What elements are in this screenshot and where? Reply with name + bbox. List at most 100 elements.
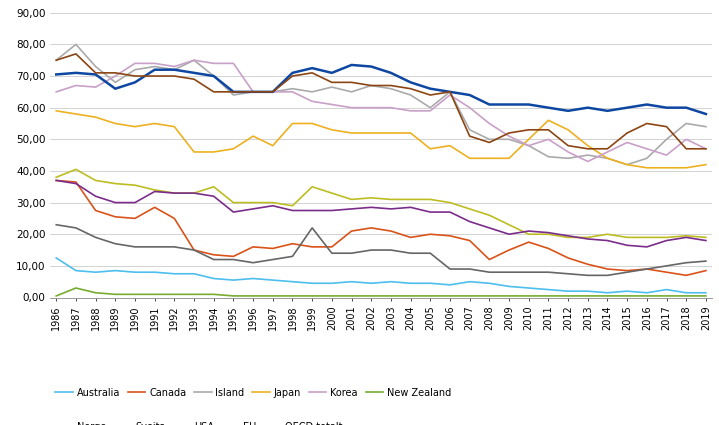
USA — [662, 264, 671, 269]
Japan — [505, 156, 513, 161]
New Zealand — [209, 292, 218, 297]
Korea — [91, 85, 100, 90]
Korea — [52, 89, 60, 94]
EU — [564, 235, 572, 240]
Korea — [702, 146, 710, 151]
EU — [485, 212, 494, 218]
Norge — [209, 74, 218, 79]
Canada — [603, 266, 612, 272]
Japan — [190, 150, 198, 155]
Norge — [387, 70, 395, 75]
New Zealand — [229, 293, 238, 298]
Sveits — [524, 127, 533, 132]
Korea — [662, 153, 671, 158]
Norge — [367, 64, 375, 69]
Island — [150, 64, 159, 69]
EU — [524, 232, 533, 237]
Japan — [406, 130, 415, 136]
OECD totalt — [268, 203, 277, 208]
Line: Japan: Japan — [56, 111, 706, 168]
OECD totalt — [544, 230, 553, 235]
New Zealand — [170, 292, 179, 297]
New Zealand — [584, 293, 592, 298]
USA — [308, 225, 316, 230]
Canada — [465, 238, 474, 243]
Japan — [328, 127, 336, 132]
Norge — [702, 111, 710, 116]
Canada — [170, 216, 179, 221]
Japan — [465, 156, 474, 161]
Sveits — [52, 58, 60, 63]
USA — [643, 266, 651, 272]
Australia — [131, 269, 139, 275]
USA — [623, 269, 631, 275]
Japan — [485, 156, 494, 161]
OECD totalt — [367, 205, 375, 210]
Japan — [662, 165, 671, 170]
Australia — [662, 287, 671, 292]
Japan — [544, 118, 553, 123]
Norge — [52, 72, 60, 77]
Canada — [190, 247, 198, 252]
Canada — [662, 269, 671, 275]
Australia — [426, 280, 434, 286]
USA — [229, 257, 238, 262]
OECD totalt — [249, 207, 257, 212]
Korea — [209, 61, 218, 66]
Canada — [72, 179, 81, 184]
Canada — [387, 229, 395, 234]
USA — [52, 222, 60, 227]
Japan — [702, 162, 710, 167]
OECD totalt — [131, 200, 139, 205]
Korea — [308, 99, 316, 104]
OECD totalt — [662, 238, 671, 243]
Norge — [603, 108, 612, 113]
EU — [426, 197, 434, 202]
Australia — [544, 287, 553, 292]
EU — [505, 222, 513, 227]
USA — [150, 244, 159, 249]
Canada — [406, 235, 415, 240]
Norge — [288, 70, 297, 75]
New Zealand — [387, 293, 395, 298]
Australia — [52, 255, 60, 261]
Island — [91, 64, 100, 69]
USA — [544, 269, 553, 275]
Korea — [544, 137, 553, 142]
Australia — [406, 280, 415, 286]
EU — [52, 175, 60, 180]
Island — [111, 80, 119, 85]
USA — [446, 266, 454, 272]
Sveits — [268, 89, 277, 94]
Korea — [249, 89, 257, 94]
EU — [150, 187, 159, 193]
Sveits — [406, 86, 415, 91]
Japan — [209, 150, 218, 155]
EU — [190, 190, 198, 196]
Korea — [387, 105, 395, 110]
Sveits — [367, 83, 375, 88]
Canada — [131, 216, 139, 221]
Canada — [643, 266, 651, 272]
Norge — [170, 67, 179, 72]
EU — [249, 200, 257, 205]
USA — [682, 260, 690, 265]
USA — [72, 225, 81, 230]
EU — [446, 200, 454, 205]
OECD totalt — [702, 238, 710, 243]
OECD totalt — [72, 181, 81, 186]
EU — [308, 184, 316, 189]
USA — [367, 247, 375, 252]
Sveits — [446, 89, 454, 94]
Norge — [426, 86, 434, 91]
Island — [524, 143, 533, 148]
USA — [209, 257, 218, 262]
Canada — [150, 205, 159, 210]
Island — [249, 89, 257, 94]
New Zealand — [347, 293, 356, 298]
USA — [702, 258, 710, 264]
USA — [426, 251, 434, 256]
Canada — [328, 244, 336, 249]
Australia — [170, 271, 179, 276]
New Zealand — [465, 293, 474, 298]
